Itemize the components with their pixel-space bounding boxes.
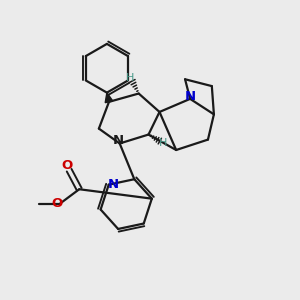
Text: N: N <box>113 134 124 147</box>
Text: N: N <box>185 90 196 103</box>
Text: O: O <box>51 197 63 210</box>
Text: O: O <box>61 159 72 172</box>
Text: H: H <box>126 73 134 83</box>
Text: H: H <box>159 138 168 148</box>
Polygon shape <box>105 93 113 103</box>
Text: N: N <box>108 178 119 190</box>
